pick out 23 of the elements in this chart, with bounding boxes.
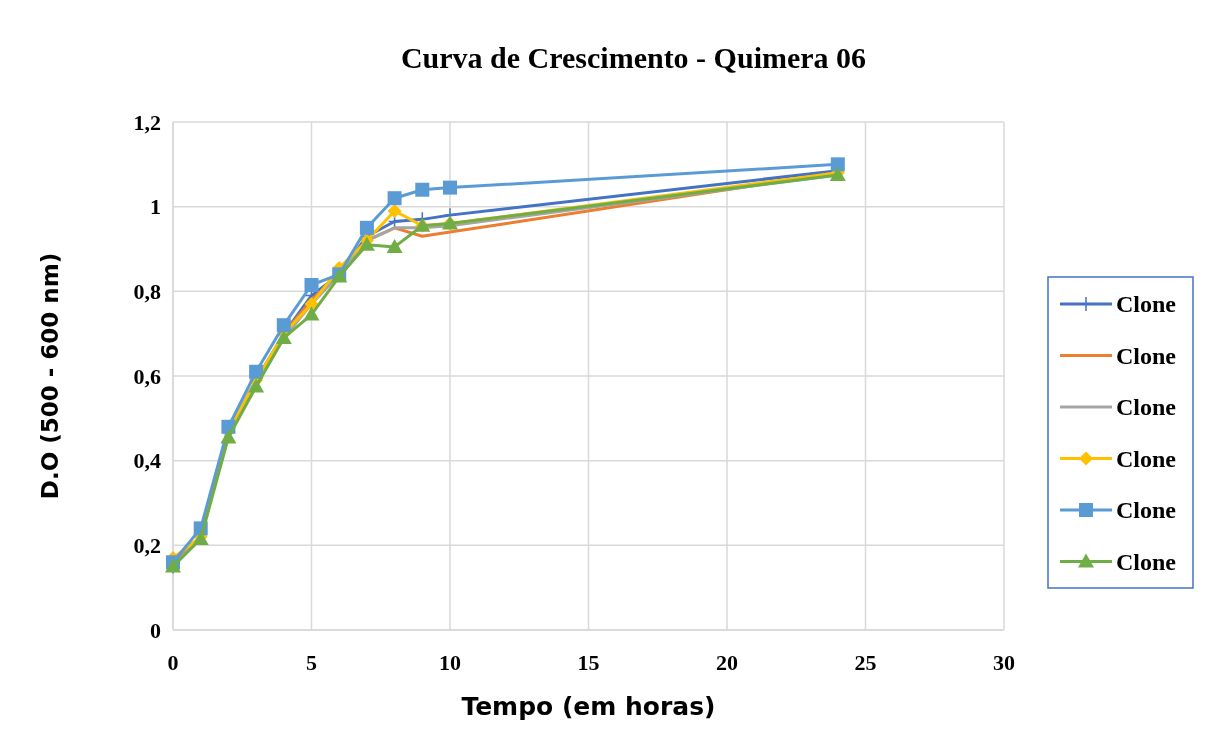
legend-label: Clone — [1116, 291, 1177, 318]
y-tick-label: 0,4 — [133, 448, 161, 474]
y-tick-label: 0 — [150, 617, 161, 643]
y-tick-label: 1 — [150, 194, 161, 220]
legend-label: Clone — [1116, 342, 1177, 369]
x-tick-label: 15 — [577, 650, 600, 675]
x-tick-label: 5 — [306, 650, 317, 675]
y-tick-label: 0,2 — [133, 533, 161, 559]
y-tick-label: 0,6 — [133, 363, 161, 389]
x-tick-label: 25 — [854, 650, 877, 675]
legend-label: Clone — [1116, 394, 1177, 421]
x-tick-label: 30 — [993, 650, 1015, 675]
legend-label: Clone — [1116, 497, 1177, 524]
y-tick-label: 0,8 — [133, 279, 161, 305]
chart-title: Curva de Crescimento - Quimera 06 — [400, 41, 867, 74]
y-axis-title: D.O (500 - 600 nm) — [37, 252, 63, 500]
x-tick-label: 0 — [167, 650, 179, 675]
legend-label: Clone — [1116, 548, 1177, 575]
x-axis-title: Tempo (em horas) — [461, 692, 716, 721]
legend-label: Clone — [1116, 445, 1177, 472]
x-tick-label: 20 — [716, 650, 738, 675]
y-tick-label: 1,2 — [133, 109, 161, 135]
x-tick-label: 10 — [439, 650, 461, 675]
